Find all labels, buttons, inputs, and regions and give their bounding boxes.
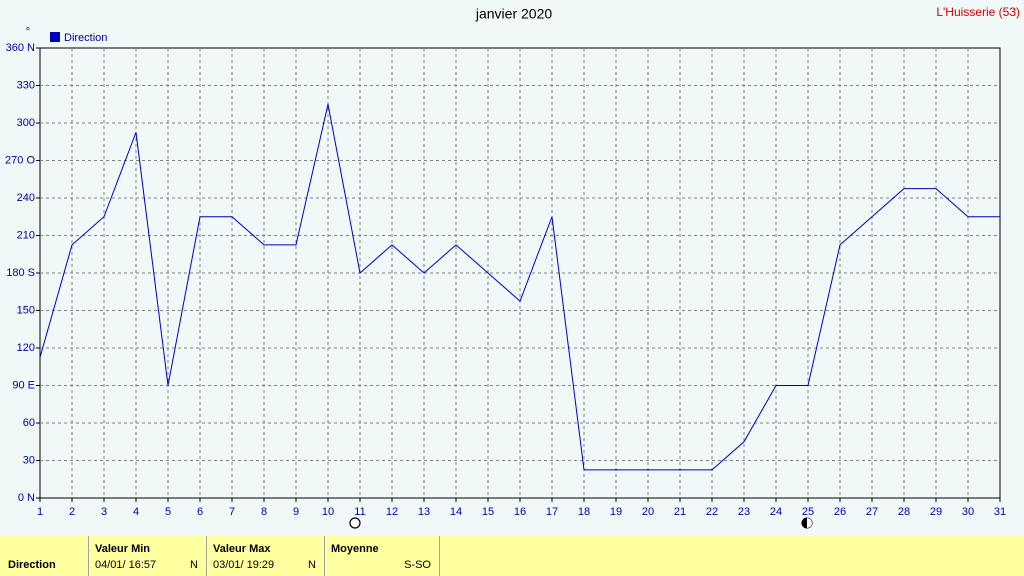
x-tick-label: 16 bbox=[514, 506, 526, 518]
y-tick-label: 60 bbox=[23, 417, 35, 429]
x-tick-label: 10 bbox=[322, 506, 334, 518]
x-tick-label: 1 bbox=[37, 506, 43, 518]
chart-title: janvier 2020 bbox=[475, 6, 552, 22]
max-header: Valeur Max bbox=[213, 543, 271, 555]
min-value: 04/01/ 16:57 bbox=[95, 559, 157, 571]
y-tick-label: 90 E bbox=[12, 379, 35, 391]
min-direction: N bbox=[190, 559, 198, 571]
x-tick-label: 4 bbox=[133, 506, 139, 518]
y-tick-label: 210 bbox=[17, 229, 35, 241]
y-tick-label: 180 S bbox=[6, 267, 35, 279]
x-tick-label: 26 bbox=[834, 506, 846, 518]
summary-table: Direction Valeur Min 04/01/ 16:57 N Vale… bbox=[0, 536, 1024, 576]
x-tick-label: 21 bbox=[674, 506, 686, 518]
x-tick-label: 14 bbox=[450, 506, 462, 518]
x-tick-label: 5 bbox=[165, 506, 171, 518]
full-moon-icon bbox=[349, 517, 361, 529]
x-tick-label: 15 bbox=[482, 506, 494, 518]
x-tick-label: 29 bbox=[930, 506, 942, 518]
x-tick-label: 27 bbox=[866, 506, 878, 518]
x-tick-label: 22 bbox=[706, 506, 718, 518]
y-tick-label: 150 bbox=[17, 304, 35, 316]
x-tick-label: 7 bbox=[229, 506, 235, 518]
y-unit: ° bbox=[26, 26, 30, 38]
x-tick-label: 20 bbox=[642, 506, 654, 518]
chart: janvier 2020 L'Huisserie (53) ° Directio… bbox=[5, 5, 1020, 529]
y-tick-label: 30 bbox=[23, 454, 35, 466]
y-tick-label: 300 bbox=[17, 117, 35, 129]
x-tick-label: 8 bbox=[261, 506, 267, 518]
x-tick-label: 17 bbox=[546, 506, 558, 518]
legend-label: Direction bbox=[64, 32, 107, 44]
y-tick-label: 360 N bbox=[6, 42, 35, 54]
x-tick-label: 13 bbox=[418, 506, 430, 518]
x-tick-label: 23 bbox=[738, 506, 750, 518]
x-tick-label: 24 bbox=[770, 506, 782, 518]
max-direction: N bbox=[308, 559, 316, 571]
mean-value: S-SO bbox=[404, 559, 431, 571]
min-cell: Valeur Min 04/01/ 16:57 N bbox=[88, 536, 206, 576]
y-tick-label: 270 O bbox=[5, 154, 35, 166]
x-tick-label: 11 bbox=[354, 506, 365, 518]
row-label: Direction bbox=[8, 559, 56, 571]
mean-header: Moyenne bbox=[331, 543, 379, 555]
legend-swatch bbox=[50, 32, 60, 42]
x-tick-label: 12 bbox=[386, 506, 398, 518]
x-tick-label: 6 bbox=[197, 506, 203, 518]
mean-cell: Moyenne S-SO bbox=[324, 536, 440, 576]
x-tick-label: 9 bbox=[293, 506, 299, 518]
x-tick-label: 28 bbox=[898, 506, 910, 518]
y-tick-label: 240 bbox=[17, 192, 35, 204]
y-tick-label: 120 bbox=[17, 342, 35, 354]
y-tick-label: 330 bbox=[17, 79, 35, 91]
row-cell: Direction bbox=[0, 536, 88, 576]
x-tick-label: 25 bbox=[802, 506, 814, 518]
x-tick-label: 3 bbox=[101, 506, 107, 518]
min-header: Valeur Min bbox=[95, 543, 151, 555]
moon-half bbox=[807, 518, 812, 528]
x-tick-label: 2 bbox=[69, 506, 75, 518]
data-line bbox=[39, 104, 1000, 471]
x-tick-label: 31 bbox=[994, 506, 1006, 518]
x-tick-label: 18 bbox=[578, 506, 590, 518]
x-tick-label: 30 bbox=[962, 506, 974, 518]
station-label: L'Huisserie (53) bbox=[936, 5, 1020, 19]
max-cell: Valeur Max 03/01/ 19:29 N bbox=[206, 536, 324, 576]
max-value: 03/01/ 19:29 bbox=[213, 559, 275, 571]
x-tick-label: 19 bbox=[610, 506, 622, 518]
y-tick-label: 0 N bbox=[18, 492, 35, 504]
